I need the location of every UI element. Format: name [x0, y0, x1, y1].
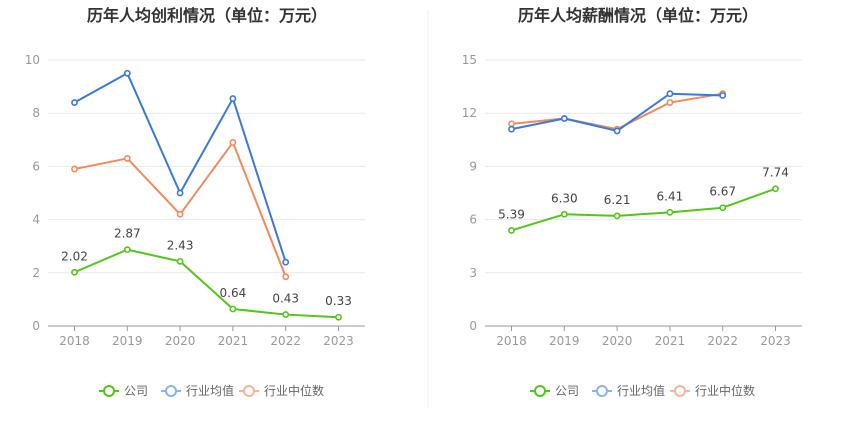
data-point-industry-avg: [666, 90, 674, 98]
series-line-industry-avg: [74, 72, 287, 263]
data-label: 6.41: [657, 189, 684, 203]
x-tick-label: 2018: [59, 334, 90, 348]
legend: 公司 行业均值 行业中位数: [99, 383, 324, 398]
data-point-company: [666, 208, 674, 216]
y-tick-label: 9: [469, 159, 477, 173]
legend-item-industry-median[interactable]: 行业中位数: [670, 383, 755, 398]
data-point-industry-avg: [613, 127, 621, 135]
data-point-company: [229, 305, 237, 313]
legend-item-company[interactable]: 公司: [99, 384, 148, 398]
data-label: 5.39: [498, 207, 525, 221]
x-tick-label: 2021: [218, 334, 249, 348]
chart-panel-1: 历年人均创利情况（单位：万元） 0 2 4 6 8 10 2018 2019 2020 2021 20…: [25, 6, 365, 398]
data-point-company: [772, 185, 779, 193]
data-point-company: [71, 268, 78, 276]
legend-item-company[interactable]: 公司: [530, 384, 579, 398]
chart-panel-2: 历年人均薪酬情况（单位：万元） 0 3 6 9 12 15 2018 2019 2020 2021 2…: [462, 6, 802, 398]
data-point-industry-median: [71, 165, 78, 173]
y-tick-label: 6: [469, 213, 477, 227]
data-label: 0.43: [272, 292, 299, 306]
data-label: 0.64: [220, 286, 247, 300]
data-point-industry-avg: [719, 92, 727, 99]
y-tick-label: 8: [32, 106, 40, 120]
y-tick-label: 12: [462, 106, 477, 120]
legend-marker: [674, 385, 686, 397]
data-label: 7.74: [762, 166, 789, 180]
legend-label: 行业均值: [186, 383, 234, 398]
legend-label: 公司: [555, 384, 579, 398]
y-tick-label: 10: [25, 53, 40, 67]
y-tick-label: 3: [469, 266, 477, 280]
legend-marker: [534, 385, 546, 397]
y-tick-label: 2: [32, 266, 40, 280]
y-tick-label: 0: [469, 319, 477, 333]
data-point-industry-median: [123, 155, 131, 162]
legend-item-industry-avg[interactable]: 行业均值: [592, 383, 665, 398]
data-point-industry-avg: [71, 99, 78, 106]
data-point-company: [282, 311, 290, 318]
x-tick-label: 2022: [707, 334, 738, 348]
data-label: 6.21: [604, 193, 631, 207]
series-line-industry-median: [511, 92, 723, 131]
y-tick-label: 15: [462, 53, 477, 67]
data-point-company: [613, 212, 621, 220]
data-point-company: [719, 204, 727, 212]
data-label: 0.33: [325, 294, 352, 308]
data-point-industry-avg: [123, 69, 131, 77]
data-point-industry-avg: [176, 189, 184, 197]
x-tick-label: 2020: [165, 334, 196, 348]
x-tick-label: 2023: [323, 334, 354, 348]
legend-marker: [243, 385, 255, 397]
data-point-company: [560, 210, 568, 218]
legend: 公司 行业均值 行业中位数: [530, 383, 755, 398]
chart-title: 历年人均薪酬情况（单位：万元）: [518, 6, 758, 25]
data-point-industry-median: [282, 273, 290, 281]
legend-marker: [596, 385, 608, 397]
data-point-industry-median: [508, 120, 515, 128]
x-tick-label: 2022: [270, 334, 301, 348]
data-label: 6.67: [709, 185, 736, 199]
series-line-company: [74, 248, 339, 319]
chart-title: 历年人均创利情况（单位：万元）: [87, 6, 327, 25]
data-label: 2.02: [61, 249, 88, 263]
legend-marker: [165, 385, 177, 397]
legend-label: 行业均值: [617, 383, 665, 398]
x-tick-label: 2023: [760, 334, 791, 348]
data-label: 2.87: [114, 227, 141, 241]
data-point-industry-avg: [508, 125, 515, 133]
y-tick-label: 0: [32, 319, 40, 333]
data-label: 2.43: [167, 238, 194, 252]
legend-item-industry-avg[interactable]: 行业均值: [161, 383, 234, 398]
legend-label: 行业中位数: [695, 383, 755, 398]
x-tick-label: 2020: [602, 334, 633, 348]
x-tick-label: 2018: [496, 334, 527, 348]
legend-label: 行业中位数: [264, 383, 324, 398]
data-label: 6.30: [551, 191, 578, 205]
data-point-industry-avg: [282, 258, 290, 266]
data-point-industry-median: [666, 99, 674, 106]
data-point-industry-median: [176, 210, 184, 218]
data-point-company: [176, 257, 184, 265]
y-tick-label: 6: [32, 159, 40, 173]
data-point-industry-median: [229, 139, 237, 146]
x-tick-label: 2021: [655, 334, 686, 348]
x-tick-label: 2019: [112, 334, 143, 348]
data-point-company: [508, 227, 515, 234]
data-point-company: [123, 246, 131, 254]
data-point-industry-avg: [229, 95, 237, 102]
y-tick-label: 4: [32, 213, 40, 227]
series-line-company: [511, 187, 776, 232]
data-point-company: [335, 313, 342, 321]
data-point-industry-avg: [560, 115, 568, 122]
legend-label: 公司: [124, 384, 148, 398]
legend-item-industry-median[interactable]: 行业中位数: [239, 383, 324, 398]
x-tick-label: 2019: [549, 334, 580, 348]
legend-marker: [103, 385, 115, 397]
